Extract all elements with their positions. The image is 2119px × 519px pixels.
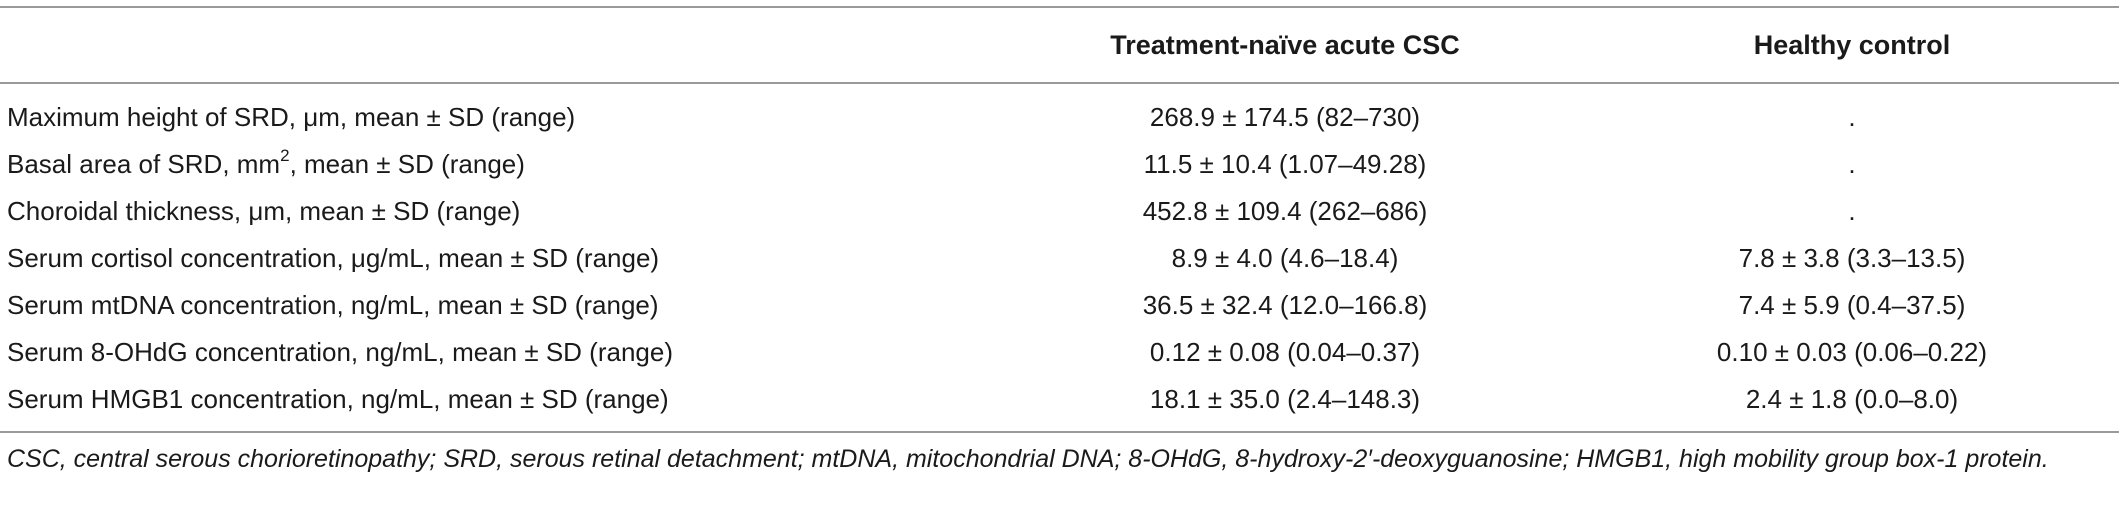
- row-label-text: Serum 8-OHdG concentration, ng/mL, mean …: [7, 337, 673, 367]
- header-variable: [0, 6, 985, 83]
- table-row: Serum HMGB1 concentration, ng/mL, mean ±…: [0, 376, 2119, 433]
- header-row: Treatment-naïve acute CSC Healthy contro…: [0, 6, 2119, 83]
- control-value: 7.8 ± 3.8 (3.3–13.5): [1738, 243, 1966, 273]
- csc-value: 11.5 ± 10.4 (1.07–49.28): [1143, 149, 1427, 179]
- results-table: Treatment-naïve acute CSC Healthy contro…: [0, 6, 2119, 433]
- row-label: Basal area of SRD, mm2, mean ± SD (range…: [0, 141, 985, 188]
- row-label: Choroidal thickness, μm, mean ± SD (rang…: [0, 188, 985, 235]
- row-label: Maximum height of SRD, μm, mean ± SD (ra…: [0, 83, 985, 141]
- row-label: Serum 8-OHdG concentration, ng/mL, mean …: [0, 329, 985, 376]
- table-row: Choroidal thickness, μm, mean ± SD (rang…: [0, 188, 2119, 235]
- csc-value: 0.12 ± 0.08 (0.04–0.37): [1149, 337, 1421, 367]
- row-label: Serum cortisol concentration, μg/mL, mea…: [0, 235, 985, 282]
- row-label-text: Choroidal thickness, μm, mean ± SD (rang…: [7, 196, 521, 226]
- table-body: Maximum height of SRD, μm, mean ± SD (ra…: [0, 83, 2119, 433]
- row-label: Serum mtDNA concentration, ng/mL, mean ±…: [0, 282, 985, 329]
- header-csc: Treatment-naïve acute CSC: [985, 6, 1585, 83]
- row-label-text-suffix: , mean ± SD (range): [289, 149, 525, 179]
- table-header: Treatment-naïve acute CSC Healthy contro…: [0, 6, 2119, 83]
- table-row: Basal area of SRD, mm2, mean ± SD (range…: [0, 141, 2119, 188]
- table-row: Serum cortisol concentration, μg/mL, mea…: [0, 235, 2119, 282]
- control-value: .: [1848, 102, 1856, 132]
- header-control: Healthy control: [1585, 6, 2119, 83]
- csc-value: 18.1 ± 35.0 (2.4–148.3): [985, 376, 1585, 433]
- control-value: .: [1848, 149, 1856, 179]
- row-label-text: Serum HMGB1 concentration, ng/mL, mean ±…: [7, 384, 669, 414]
- row-label-superscript: 2: [280, 146, 290, 166]
- row-label-text: Basal area of SRD, mm: [7, 149, 281, 179]
- control-value: 2.4 ± 1.8 (0.0–8.0): [1585, 376, 2119, 433]
- table-row: Maximum height of SRD, μm, mean ± SD (ra…: [0, 83, 2119, 141]
- table-footnote: CSC, central serous chorioretinopathy; S…: [7, 445, 2049, 473]
- row-label-text: Maximum height of SRD, μm, mean ± SD (ra…: [7, 102, 576, 132]
- csc-value: 452.8 ± 109.4 (262–686): [1142, 196, 1428, 226]
- csc-value: 8.9 ± 4.0 (4.6–18.4): [1171, 243, 1399, 273]
- row-label: Serum HMGB1 concentration, ng/mL, mean ±…: [0, 376, 985, 433]
- row-label-text: Serum cortisol concentration, μg/mL, mea…: [7, 243, 660, 273]
- table-row: Serum mtDNA concentration, ng/mL, mean ±…: [0, 282, 2119, 329]
- control-value: .: [1848, 196, 1856, 226]
- control-value: 7.4 ± 5.9 (0.4–37.5): [1738, 290, 1966, 320]
- control-value: 0.10 ± 0.03 (0.06–0.22): [1716, 337, 1988, 367]
- row-label-text: Serum mtDNA concentration, ng/mL, mean ±…: [7, 290, 659, 320]
- csc-value: 36.5 ± 32.4 (12.0–166.8): [1142, 290, 1428, 320]
- csc-value: 268.9 ± 174.5 (82–730): [1149, 102, 1421, 132]
- table-row: Serum 8-OHdG concentration, ng/mL, mean …: [0, 329, 2119, 376]
